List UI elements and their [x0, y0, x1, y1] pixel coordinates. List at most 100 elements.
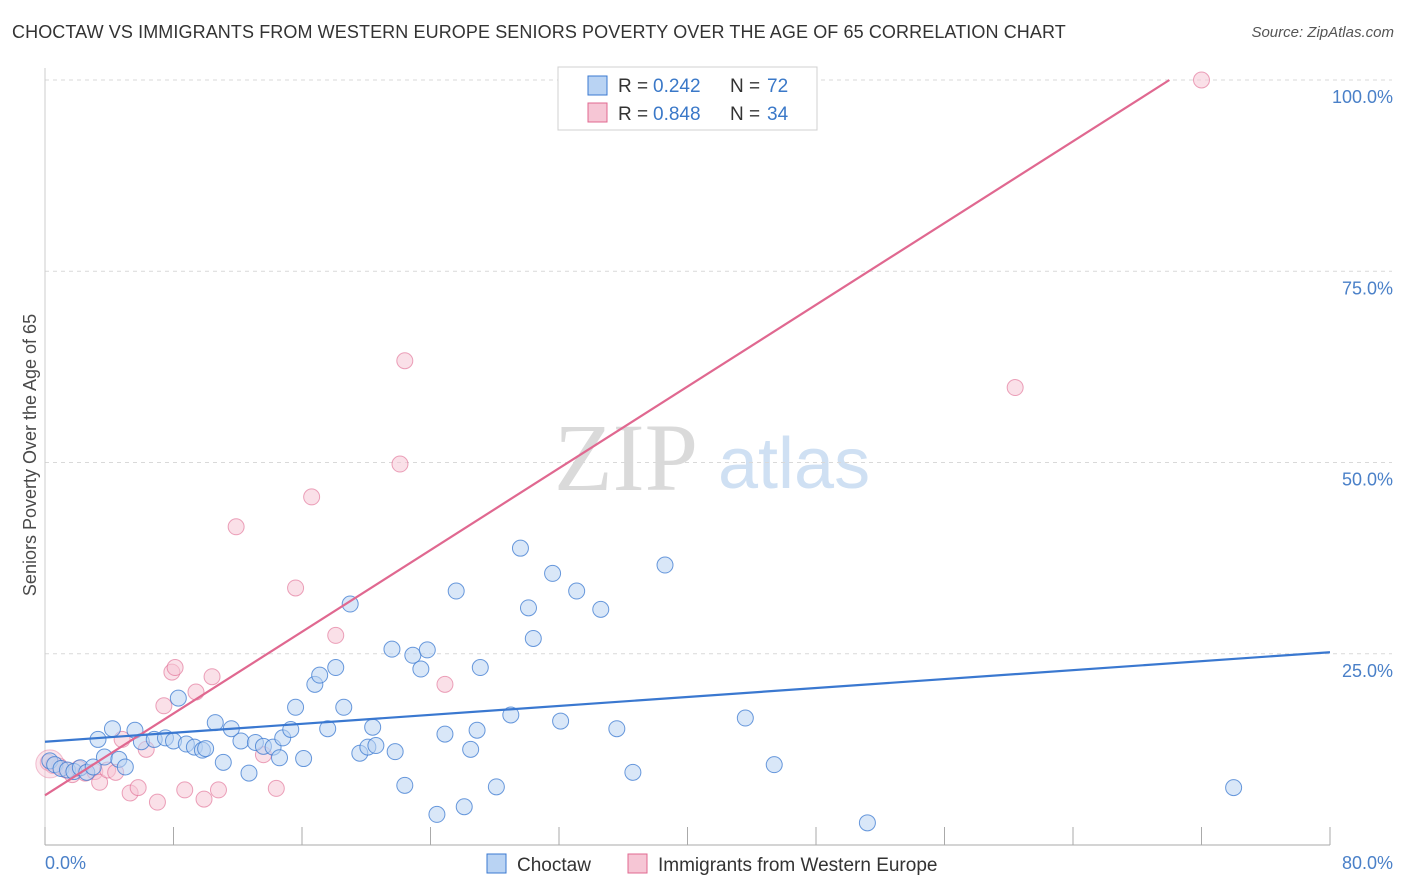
legend-immigrants-swatch — [627, 853, 648, 874]
blue-point — [116, 758, 134, 776]
blue-point — [502, 706, 520, 724]
blue-point — [271, 749, 289, 767]
blue-point — [319, 720, 337, 738]
y-tick-label: 75.0% — [1342, 278, 1393, 298]
pink-point — [303, 488, 321, 506]
y-tick-label: 50.0% — [1342, 470, 1393, 490]
legend-blue-n-value: 72 — [767, 76, 788, 97]
blue-point — [386, 743, 404, 761]
pink-point — [287, 579, 305, 597]
pink-trend-line — [44, 79, 1170, 797]
y-tick-label: 100.0% — [1332, 87, 1393, 107]
blue-point — [367, 737, 385, 755]
blue-point — [624, 763, 642, 781]
legend-choctaw-label: Choctaw — [517, 855, 591, 876]
pink-point — [391, 455, 409, 473]
blue-point — [404, 646, 422, 664]
series-blue-points — [41, 539, 1243, 832]
legend-blue-r-label: R = — [618, 76, 648, 97]
blue-point — [462, 740, 480, 758]
pink-point — [327, 626, 345, 644]
blue-point — [383, 640, 401, 658]
pink-point — [396, 352, 414, 370]
blue-point — [568, 582, 586, 600]
blue-point — [169, 689, 187, 707]
legend-immigrants-label: Immigrants from Western Europe — [658, 855, 937, 876]
legend-pink-swatch — [587, 102, 608, 123]
blue-point — [341, 595, 359, 613]
blue-point — [206, 714, 224, 732]
y-axis-label: Seniors Poverty Over the Age of 65 — [20, 314, 40, 596]
axes — [44, 68, 1331, 846]
blue-point — [511, 539, 529, 557]
pink-point — [148, 793, 166, 811]
pink-point — [187, 683, 205, 701]
pink-point — [436, 675, 454, 693]
source-label: Source: ZipAtlas.com — [1251, 24, 1394, 41]
blue-point — [197, 740, 215, 758]
blue-point — [608, 720, 626, 738]
blue-point — [487, 778, 505, 796]
blue-point — [428, 805, 446, 823]
blue-point — [468, 721, 486, 739]
blue-point — [311, 666, 329, 684]
tick-labels: 25.0% 50.0% 75.0% 100.0% 0.0% 80.0% — [45, 87, 1393, 873]
blue-point — [455, 798, 473, 816]
blue-point — [418, 641, 436, 659]
blue-point — [471, 659, 489, 677]
legend-blue-swatch — [587, 75, 608, 96]
blue-point — [327, 659, 345, 677]
pink-point — [209, 781, 227, 799]
x-tick-label-min: 0.0% — [45, 853, 86, 873]
legend-pink-r-value: 0.848 — [653, 104, 701, 125]
blue-point — [335, 698, 353, 716]
blue-point — [592, 600, 610, 618]
blue-point — [103, 720, 121, 738]
blue-point — [524, 629, 542, 647]
blue-point — [287, 698, 305, 716]
pink-point — [129, 779, 147, 797]
watermark-atlas: atlas — [718, 424, 870, 504]
pink-point — [195, 790, 213, 808]
legend-pink-n-label: N = — [730, 104, 760, 125]
blue-point — [544, 564, 562, 582]
pink-point — [166, 659, 184, 677]
legend-pink-r-label: R = — [618, 104, 648, 125]
pink-point — [267, 779, 285, 797]
trend-lines — [44, 79, 1331, 797]
legend-top: R = 0.242 N = 72 R = 0.848 N = 34 — [557, 66, 818, 131]
pink-point — [155, 697, 173, 715]
blue-point — [295, 750, 313, 768]
blue-point — [364, 718, 382, 736]
blue-point — [214, 753, 232, 771]
blue-point — [447, 582, 465, 600]
legend-bottom: Choctaw Immigrants from Western Europe — [486, 853, 937, 876]
blue-point — [765, 756, 783, 774]
pink-point — [1006, 379, 1024, 397]
blue-point — [396, 776, 414, 794]
legend-pink-n-value: 34 — [767, 104, 789, 125]
legend-blue-n-label: N = — [730, 76, 760, 97]
y-tick-label: 25.0% — [1342, 661, 1393, 681]
legend-blue-r-value: 0.242 — [653, 76, 701, 97]
blue-point — [858, 814, 876, 832]
blue-point — [436, 725, 454, 743]
chart-title: CHOCTAW VS IMMIGRANTS FROM WESTERN EUROP… — [12, 22, 1066, 42]
blue-trend-line — [44, 651, 1331, 743]
blue-point — [656, 556, 674, 574]
blue-point — [240, 764, 258, 782]
pink-point — [176, 781, 194, 799]
blue-point — [232, 732, 250, 750]
pink-point — [91, 773, 109, 791]
pink-point — [227, 518, 245, 536]
blue-point — [1225, 779, 1243, 797]
pink-point — [1193, 71, 1210, 89]
blue-point — [552, 712, 570, 730]
blue-point — [412, 660, 430, 678]
blue-point — [519, 599, 537, 617]
legend-choctaw-swatch — [486, 853, 507, 874]
pink-point — [203, 668, 221, 686]
x-tick-label-max: 80.0% — [1342, 853, 1393, 873]
blue-point — [736, 709, 754, 727]
